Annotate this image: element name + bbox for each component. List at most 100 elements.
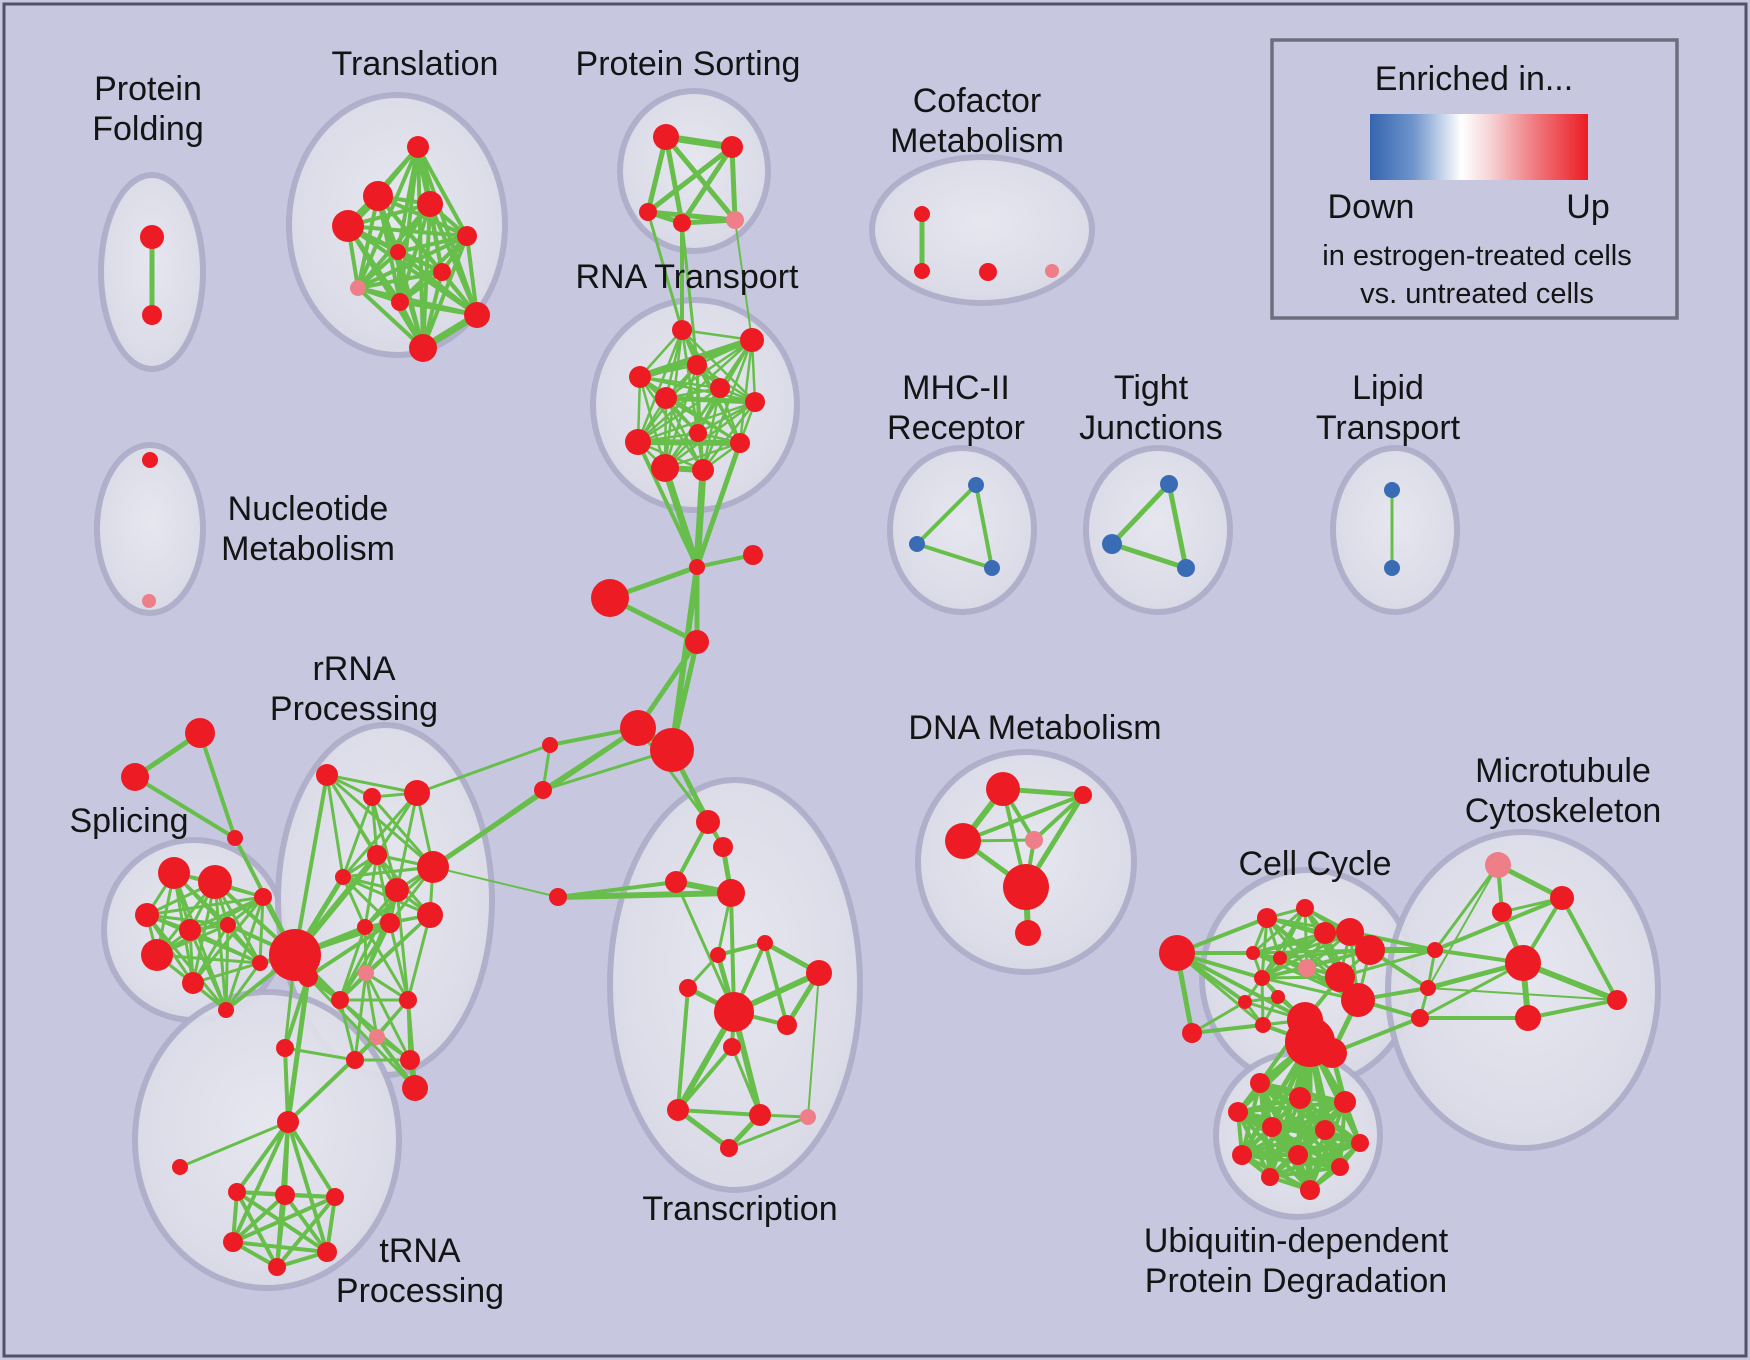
gene-set-node-u12 — [1300, 1180, 1320, 1200]
edge-sp6-sp7 — [155, 895, 265, 957]
edge-tj1-tj3 — [1166, 481, 1189, 571]
edge-tr8-tr11 — [356, 286, 425, 350]
gene-set-node-tj1 — [1160, 475, 1178, 493]
gene-set-node-u3 — [1334, 1091, 1356, 1113]
gene-set-node-t12 — [667, 1099, 689, 1121]
edge-t3-t9 — [674, 880, 736, 1014]
gene-set-node-th4 — [223, 1232, 243, 1252]
edge-tr3-tr10 — [428, 202, 479, 317]
gene-set-node-c7 — [1254, 970, 1270, 986]
edge-c7-c10 — [1260, 930, 1352, 980]
edge-thub-th3 — [286, 1120, 337, 1199]
edge-rr1-rr5 — [325, 773, 345, 879]
gene-set-node-rr16 — [400, 1050, 420, 1070]
gene-set-node-pf2 — [142, 305, 162, 325]
cluster-label-trna-processing: Processing — [336, 1272, 504, 1310]
edge-rr12-rr15 — [338, 998, 357, 1062]
edge-rhub-rr1 — [293, 773, 329, 957]
gene-set-node-hp2 — [650, 728, 694, 772]
gene-set-node-tr1 — [407, 136, 429, 158]
cluster-label-rrna-processing: rRNA — [312, 650, 395, 688]
edge-thub-th5 — [286, 1120, 329, 1254]
gene-set-node-c15 — [1271, 990, 1285, 1004]
cluster-label-tight-junctions: Junctions — [1079, 409, 1223, 447]
gene-set-node-c3 — [1257, 908, 1277, 928]
gene-set-node-c2 — [1182, 1023, 1202, 1043]
gene-set-node-c19 — [1317, 1038, 1347, 1068]
edge-t8-t12 — [676, 986, 690, 1112]
nodes-layer — [121, 124, 1627, 1276]
edge-l2-hp2 — [541, 748, 674, 792]
legend-up-label: Up — [1566, 188, 1609, 226]
edge-rt3-rt12 — [638, 375, 705, 472]
edge-rt10-ch1 — [694, 440, 743, 570]
gene-set-node-rt5 — [710, 378, 730, 398]
edge-tr5-tr10 — [465, 234, 479, 317]
edge-ch1-hp2 — [669, 564, 700, 753]
gene-set-node-rt9 — [625, 429, 651, 455]
gene-set-node-tr3 — [417, 191, 443, 217]
gene-set-node-sp7 — [141, 939, 173, 971]
legend-down-label: Down — [1328, 188, 1415, 226]
cluster-label-cell-cycle: Cell Cycle — [1238, 845, 1391, 883]
gene-set-node-tr5 — [457, 226, 477, 246]
legend-caption-line2: vs. untreated cells — [1360, 278, 1594, 310]
edge-tr6-tr8 — [356, 250, 400, 290]
gene-set-node-rt3 — [629, 366, 651, 388]
edge-rrb-rr13 — [406, 998, 417, 1090]
edge-rt1-rt7 — [680, 328, 757, 404]
gene-set-node-tr8 — [350, 280, 366, 296]
gene-set-node-th3 — [326, 1188, 344, 1206]
gene-set-node-tr11 — [409, 334, 437, 362]
edge-rr4-rr9 — [363, 853, 379, 929]
edge-rt2-rt9 — [636, 338, 754, 444]
edge-sp6-sp8 — [191, 895, 265, 985]
edge-x3-m4 — [1418, 961, 1525, 1020]
cluster-label-tight-junctions: Tight — [1114, 369, 1189, 407]
gene-set-node-rhub2 — [298, 967, 318, 987]
cluster-label-ubiquitin-dependent-protein-degradation: Protein Degradation — [1145, 1262, 1447, 1300]
edge-t7-t14 — [807, 972, 820, 1118]
edge-thub-tiso — [178, 1120, 290, 1169]
edge-sp3-sp9 — [145, 913, 228, 1012]
gene-set-node-c16 — [1255, 1017, 1271, 1033]
gene-set-node-c5 — [1246, 946, 1260, 960]
gene-set-node-t1 — [696, 810, 720, 834]
edge-rt4-rt11 — [663, 363, 699, 470]
gene-set-node-m5 — [1607, 990, 1627, 1010]
gene-set-node-c1 — [1159, 935, 1195, 971]
edge-sp9-sp10 — [224, 961, 262, 1012]
gene-set-node-c4 — [1296, 899, 1314, 917]
gene-set-node-cf2 — [914, 263, 930, 279]
cluster-label-dna-metabolism: DNA Metabolism — [908, 709, 1161, 747]
legend-title: Enriched in... — [1375, 60, 1573, 98]
cluster-ellipse-cofactor-metabolism — [869, 154, 1095, 306]
edge-th3-th6 — [275, 1195, 337, 1269]
gene-set-node-ps5 — [726, 211, 744, 229]
gene-set-node-cf4 — [1045, 264, 1059, 278]
edge-c3-c7 — [1260, 916, 1269, 980]
gene-set-node-mh1 — [968, 477, 984, 493]
edge-t11-t13 — [730, 1045, 762, 1117]
edge-thub-th4 — [231, 1120, 290, 1244]
cluster-label-mhc-ii-receptor: Receptor — [887, 409, 1025, 447]
gene-set-node-rt10 — [730, 433, 750, 453]
edge-t11-t12 — [676, 1045, 734, 1112]
edge-sp8-sp10 — [191, 961, 262, 985]
edge-sp5-sp8 — [191, 923, 230, 985]
gene-set-node-t4 — [717, 879, 745, 907]
gene-set-node-th2 — [275, 1185, 295, 1205]
edge-thub-rhub2 — [285, 974, 311, 1125]
legend: Enriched in... Down Up in estrogen-treat… — [1270, 38, 1679, 320]
gene-set-node-u11 — [1261, 1168, 1279, 1186]
gene-set-node-rt6 — [655, 387, 677, 409]
gene-set-node-mh3 — [984, 560, 1000, 576]
edge-m2-m5 — [1560, 896, 1619, 1002]
edge-tr4-tr5 — [346, 224, 469, 238]
edge-mh2-mh3 — [915, 542, 994, 570]
gene-set-node-rt2 — [740, 328, 764, 352]
gene-set-node-c9 — [1314, 922, 1336, 944]
gene-set-node-rr5 — [335, 869, 351, 885]
gene-set-node-x3 — [1411, 1009, 1429, 1027]
